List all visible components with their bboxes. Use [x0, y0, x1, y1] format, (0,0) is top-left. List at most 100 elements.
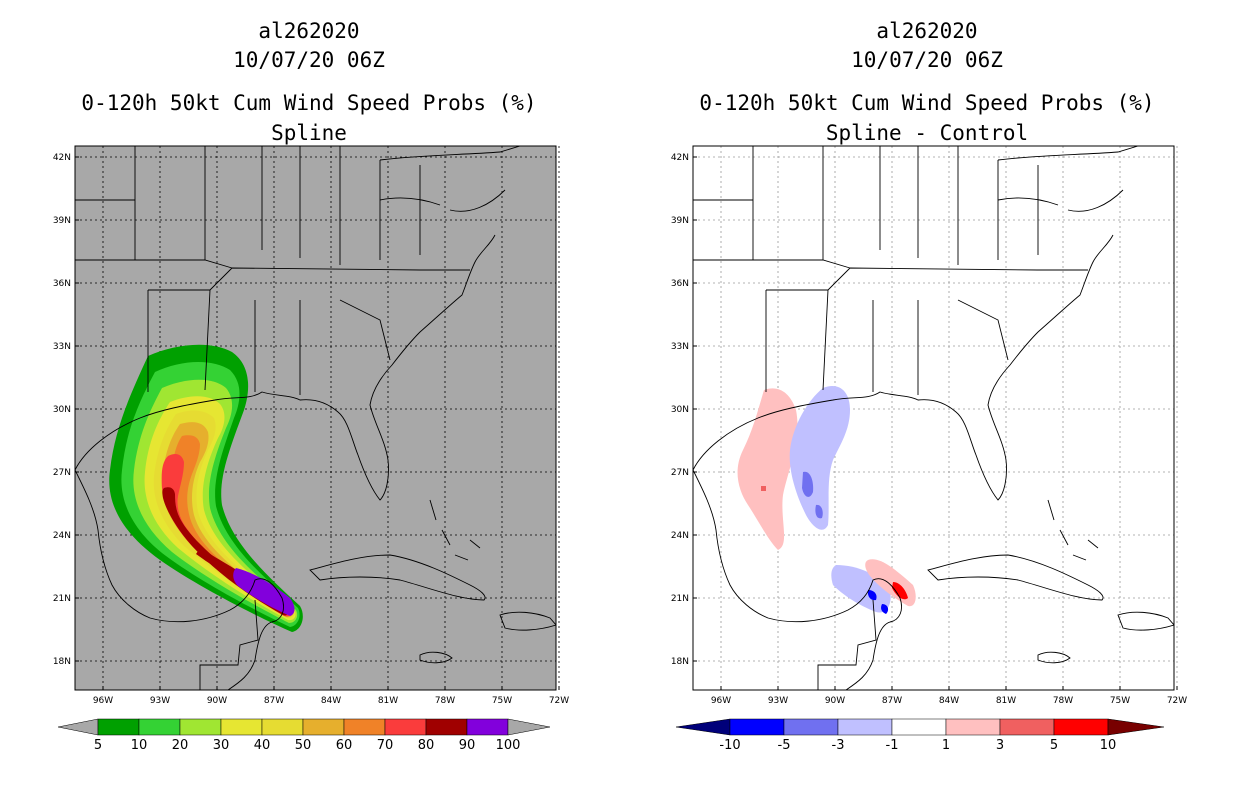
- cuba-outline: [927, 554, 1104, 601]
- lon-label: 96W: [93, 696, 113, 706]
- lon-label: 87W: [882, 696, 902, 706]
- diff-negative-yucatan-core2: [881, 604, 889, 614]
- colorbar-low-arrow: [57, 718, 99, 736]
- lon-label: 78W: [435, 696, 455, 706]
- lat-label: 30N: [671, 405, 689, 415]
- hispaniola-outline: [499, 611, 556, 631]
- lat-label: 27N: [53, 468, 71, 478]
- colorbar-label: 60: [336, 738, 353, 753]
- colorbar-label: -10: [719, 738, 740, 753]
- lat-label: 27N: [671, 468, 689, 478]
- lon-label: 93W: [768, 696, 788, 706]
- left-datetime: 10/07/20 06Z: [233, 48, 385, 72]
- left-map-svg: 42N 39N 36N 33N 30N 27N 24N 21N 18N 96W 93W 90W 87W…: [53, 145, 569, 753]
- colorbar-label: 3: [996, 738, 1004, 753]
- colorbar-swatch: [837, 718, 893, 736]
- right-lat-labels: 42N 39N 36N 33N 30N 27N 24N 21N 18N: [671, 153, 689, 667]
- colorbar-label: 100: [496, 738, 521, 753]
- lat-label: 42N: [671, 153, 689, 163]
- left-lat-labels: 42N 39N 36N 33N 30N 27N 24N 21N 18N: [53, 153, 71, 667]
- bahamas-outline: [1047, 499, 1099, 561]
- lat-label: 24N: [671, 531, 689, 541]
- right-gridlines: [693, 146, 1178, 690]
- diff-negative-central-core: [802, 471, 814, 497]
- colorbar-label: -5: [778, 738, 791, 753]
- colorbar-swatch: [138, 718, 181, 736]
- lon-label: 78W: [1053, 696, 1073, 706]
- right-storm-id: al262020: [876, 19, 978, 43]
- prob-band-50: [161, 422, 293, 618]
- lat-label: 33N: [671, 342, 689, 352]
- left-storm-id: al262020: [258, 19, 360, 43]
- lon-label: 81W: [378, 696, 398, 706]
- right-colorbar: -10 -5 -3 -1 1 3 5 10: [675, 718, 1165, 753]
- lat-label: 36N: [671, 279, 689, 289]
- colorbar-swatch: [999, 718, 1055, 736]
- right-lon-labels: 96W 93W 90W 87W 84W 81W 78W 75W 72W: [711, 696, 1187, 706]
- colorbar-low-arrow: [675, 718, 731, 736]
- diff-negative-central-core2: [815, 504, 823, 519]
- prob-band-80: [162, 487, 288, 616]
- lat-label: 21N: [53, 594, 71, 604]
- colorbar-high-arrow: [507, 718, 551, 736]
- right-map-frame: [692, 145, 1175, 691]
- left-map-frame: [74, 145, 557, 691]
- lat-label: 36N: [53, 279, 71, 289]
- great-lakes-outline: [379, 146, 521, 212]
- lon-label: 84W: [939, 696, 959, 706]
- us-border-lines: [75, 146, 470, 395]
- colorbar-swatch: [466, 718, 509, 736]
- right-product-title: 0-120h 50kt Cum Wind Speed Probs (%): [699, 91, 1155, 115]
- lon-label: 96W: [711, 696, 731, 706]
- gulf-coastline: [75, 234, 496, 501]
- colorbar-label: 5: [94, 738, 102, 753]
- jamaica-outline: [1037, 651, 1071, 664]
- left-product-title: 0-120h 50kt Cum Wind Speed Probs (%): [81, 91, 537, 115]
- colorbar-swatch: [425, 718, 468, 736]
- hispaniola-outline: [1117, 611, 1174, 631]
- right-difference-field: [737, 386, 916, 614]
- right-subtitle: Spline - Control: [825, 121, 1029, 145]
- lon-label: 90W: [825, 696, 845, 706]
- lon-label: 72W: [549, 696, 569, 706]
- colorbar-label: 70: [377, 738, 394, 753]
- colorbar-high-arrow: [1107, 718, 1165, 736]
- colorbar-swatch: [97, 718, 140, 736]
- colorbar-label: 20: [172, 738, 189, 753]
- left-lon-labels: 96W 93W 90W 87W 84W 81W 78W 75W 72W: [93, 696, 569, 706]
- colorbar-swatch: [343, 718, 386, 736]
- colorbar-swatch: [179, 718, 222, 736]
- lat-label: 39N: [53, 216, 71, 226]
- yucatan-border: [817, 599, 877, 690]
- right-panel: al262020 10/07/20 06Z 0-120h 50kt Cum Wi…: [618, 0, 1236, 800]
- colorbar-label: 80: [418, 738, 435, 753]
- colorbar-label: 90: [459, 738, 476, 753]
- colorbar-label: 5: [1050, 738, 1058, 753]
- colorbar-swatch: [261, 718, 304, 736]
- us-border-lines: [693, 146, 1088, 395]
- lat-label: 18N: [671, 657, 689, 667]
- colorbar-swatch: [945, 718, 1001, 736]
- colorbar-label: -3: [832, 738, 845, 753]
- lon-label: 75W: [492, 696, 512, 706]
- colorbar-swatch: [220, 718, 263, 736]
- gulf-coastline: [693, 234, 1114, 501]
- colorbar-label: 40: [254, 738, 271, 753]
- mexico-coastline: [693, 469, 902, 690]
- lat-label: 39N: [671, 216, 689, 226]
- colorbar-swatch: [384, 718, 427, 736]
- colorbar-swatch: [729, 718, 785, 736]
- lat-label: 30N: [53, 405, 71, 415]
- colorbar-swatch: [1053, 718, 1109, 736]
- great-lakes-outline: [997, 146, 1139, 212]
- colorbar-label: 10: [1100, 738, 1117, 753]
- lon-label: 93W: [150, 696, 170, 706]
- colorbar-label: 10: [131, 738, 148, 753]
- yucatan-border: [199, 599, 259, 690]
- colorbar-label: 30: [213, 738, 230, 753]
- colorbar-label: -1: [886, 738, 899, 753]
- colorbar-label: 1: [942, 738, 950, 753]
- mexico-coastline: [75, 469, 284, 690]
- prob-band-100: [233, 568, 295, 616]
- prob-band-60: [169, 435, 292, 617]
